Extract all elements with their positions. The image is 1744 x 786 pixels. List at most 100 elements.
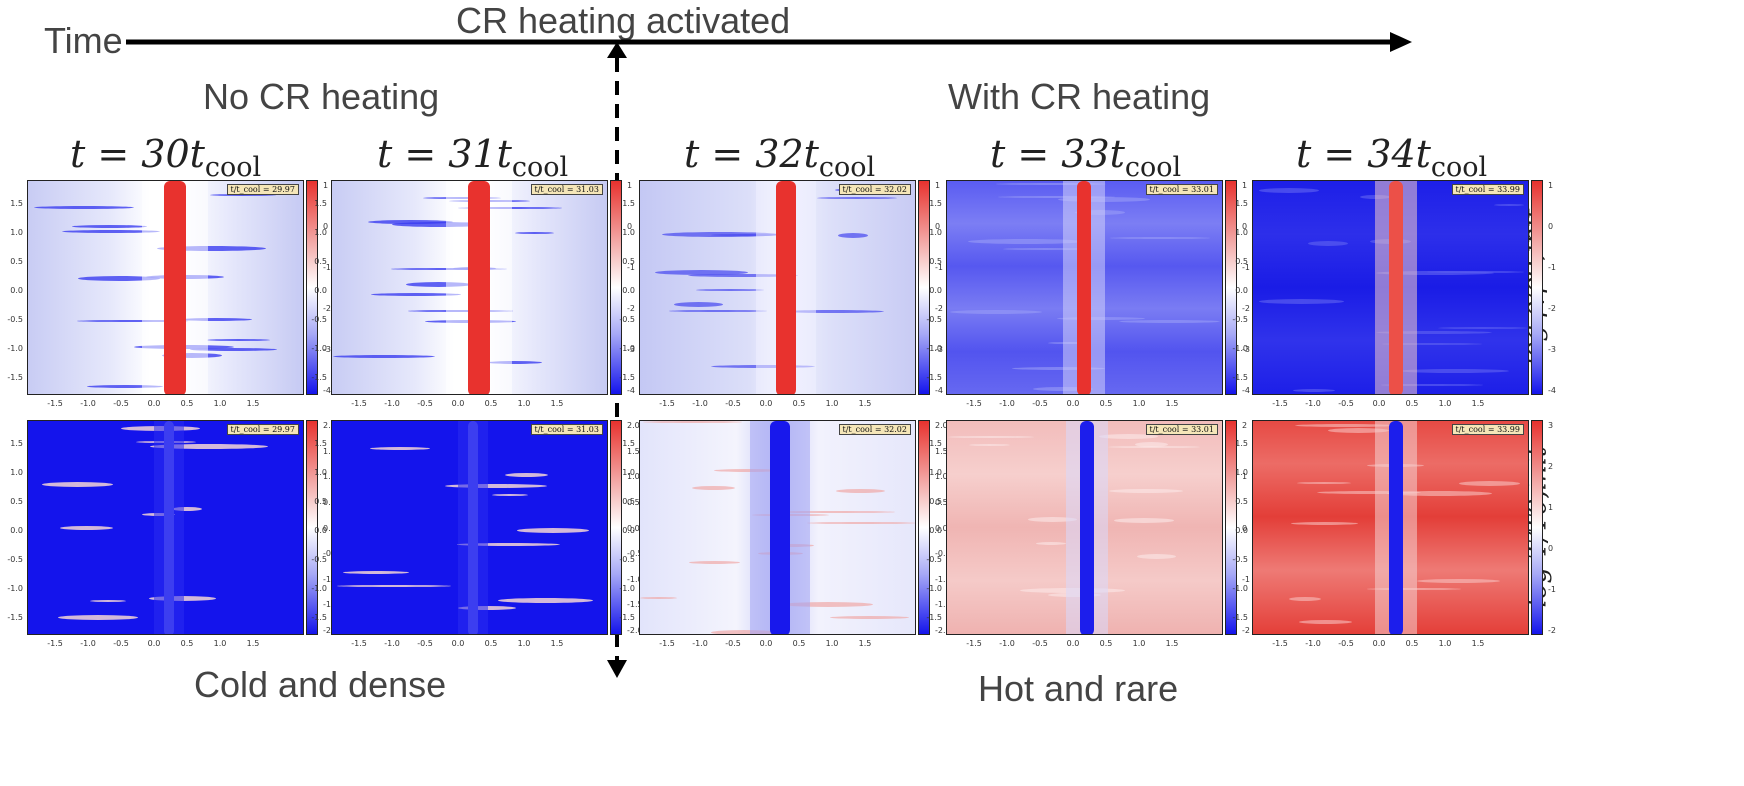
- y-tick: 0.0: [314, 526, 327, 535]
- colorbar-tick: 1: [1242, 472, 1248, 482]
- x-tick: -1.0: [692, 639, 708, 648]
- time-stamp: t/t_cool = 29.97: [226, 424, 299, 435]
- filament-streak: [337, 585, 451, 587]
- y-tick: -0.5: [7, 315, 23, 324]
- filament-streak: [392, 222, 487, 227]
- hot-rare-caption: Hot and rare: [978, 668, 1179, 709]
- filament-streak: [78, 276, 160, 281]
- colorbar: [1531, 420, 1543, 635]
- colorbar-tick: -2: [627, 304, 635, 313]
- y-tick: -1.5: [619, 373, 635, 382]
- filament-streak: [515, 232, 554, 234]
- colorbar-tick: -2: [1242, 626, 1250, 635]
- y-tick: -1.0: [619, 584, 635, 593]
- filament-streak: [1259, 188, 1319, 193]
- x-tick: 0.0: [147, 639, 161, 648]
- x-tick: -0.5: [725, 399, 741, 408]
- colorbar: [1225, 180, 1237, 395]
- filament-streak: [180, 318, 252, 321]
- central-band: [467, 181, 490, 394]
- colorbar-tick: 2: [1242, 421, 1248, 430]
- colorbar-tick: -2: [935, 304, 943, 313]
- filament-streak: [640, 597, 677, 599]
- central-band: [770, 421, 791, 634]
- y-tick: 1.0: [622, 228, 635, 237]
- time-stamp: t/t_cool = 33.01: [1145, 184, 1218, 195]
- filament-streak: [517, 528, 589, 533]
- x-tick: -1.0: [692, 399, 708, 408]
- filament-streak: [492, 494, 528, 496]
- y-tick: 0.0: [929, 526, 942, 535]
- colorbar: [918, 420, 930, 635]
- central-band: [1388, 421, 1403, 634]
- colorbar-tick: -1: [1242, 574, 1250, 584]
- filament-streak: [62, 230, 160, 233]
- filament-streak: [1033, 387, 1093, 391]
- filament-streak: [1114, 518, 1174, 523]
- x-tick: -1.0: [80, 639, 96, 648]
- y-tick: 1.0: [10, 468, 23, 477]
- filament-streak: [190, 348, 277, 351]
- time-stamp: t/t_cool = 31.03: [530, 184, 603, 195]
- density-panel-t31: t/t_cool = 31.03 1 0 -1 -2 -3 -4 1.5 1.0 0.5 0.0 -0…: [311, 180, 635, 408]
- colorbar-tick: -2: [323, 304, 331, 313]
- colorbar-tick: -2: [1548, 626, 1556, 635]
- colorbar-tick: -2.0: [323, 627, 339, 635]
- y-tick: 0.0: [10, 286, 23, 295]
- x-tick: -0.5: [1032, 639, 1048, 648]
- colorbar-tick: 1: [935, 181, 941, 190]
- x-tick: -1.5: [659, 639, 675, 648]
- x-tick: -1.5: [351, 639, 367, 648]
- y-tick: 1.0: [1235, 228, 1248, 237]
- colorbar: [610, 180, 622, 395]
- colorbar-tick: 2: [1548, 462, 1554, 471]
- y-tick: 0.5: [1235, 257, 1248, 266]
- filament-streak: [333, 355, 435, 358]
- filament-streak: [445, 484, 547, 488]
- y-tick: 1.0: [314, 228, 327, 237]
- y-tick: -1.0: [7, 584, 23, 593]
- filament-streak: [1417, 579, 1500, 583]
- y-tick: -0.5: [311, 555, 327, 564]
- filament-streak: [343, 571, 409, 574]
- colorbar-tick: 1: [1548, 503, 1554, 512]
- y-tick: 0.0: [1235, 286, 1248, 295]
- y-tick: 1.5: [622, 199, 635, 208]
- filament-streak: [1022, 394, 1056, 395]
- colorbar-tick: -1: [1548, 585, 1556, 594]
- filament-streak: [692, 486, 735, 490]
- colorbar-tick: -2.0: [627, 626, 643, 635]
- x-tick: -1.5: [1272, 639, 1288, 648]
- x-tick: 0.5: [180, 399, 194, 408]
- central-band: [1388, 181, 1403, 394]
- colorbar-tick: -4: [323, 386, 331, 395]
- time-stamp: t/t_cool = 32.02: [838, 184, 911, 195]
- filament-streak: [996, 183, 1106, 185]
- filament-streak: [42, 482, 113, 487]
- x-tick: 1.5: [1165, 399, 1179, 408]
- colorbar-tick: -0.5: [935, 549, 951, 559]
- y-tick: -0.5: [619, 555, 635, 564]
- x-tick: -0.5: [417, 639, 433, 648]
- colorbar-tick: 2.0: [323, 421, 336, 430]
- colorbar-tick: -1.0: [935, 574, 951, 584]
- y-tick: -1.0: [926, 344, 942, 353]
- colorbar-tick: 0.0: [935, 523, 948, 533]
- filament-streak: [714, 469, 781, 472]
- y-tick: 0.5: [929, 257, 942, 266]
- filament-streak: [1308, 241, 1348, 246]
- x-tick: 1.0: [517, 399, 531, 408]
- filament-streak: [457, 543, 560, 546]
- y-tick: 1.5: [314, 199, 327, 208]
- x-tick: -0.5: [725, 639, 741, 648]
- colorbar-tick: 0: [1242, 523, 1248, 533]
- filament-streak: [662, 232, 778, 237]
- colorbar-tick: 0: [323, 222, 329, 231]
- filament-streak: [1259, 299, 1344, 304]
- filament-streak: [505, 473, 548, 477]
- colorbar-tick: 0.5: [935, 497, 948, 507]
- x-tick: -1.0: [999, 639, 1015, 648]
- colorbar: [306, 180, 318, 395]
- y-tick: 1.0: [10, 228, 23, 237]
- filament-streak: [34, 206, 134, 209]
